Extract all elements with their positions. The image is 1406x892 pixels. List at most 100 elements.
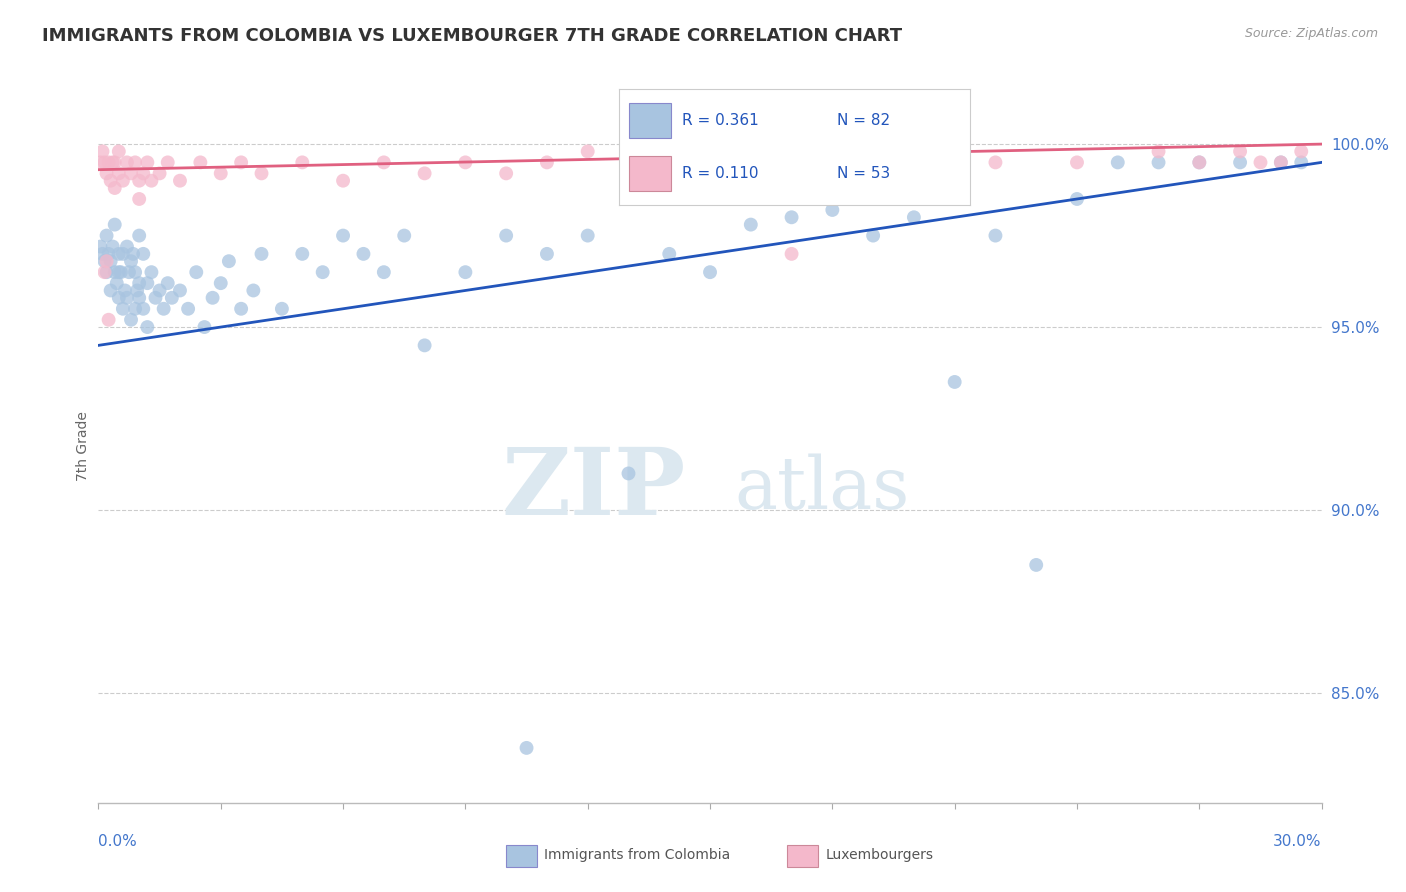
Point — [699, 155, 721, 169]
Point — [108, 145, 131, 159]
Point — [1147, 155, 1170, 169]
Point — [91, 145, 114, 159]
Point — [115, 291, 138, 305]
Point — [156, 276, 179, 290]
Point — [152, 301, 174, 316]
Text: Luxembourgers: Luxembourgers — [825, 848, 934, 863]
Point — [149, 166, 172, 180]
Point — [576, 228, 599, 243]
Point — [392, 228, 416, 243]
Point — [108, 291, 131, 305]
Point — [97, 312, 120, 326]
Point — [740, 155, 762, 169]
Point — [1025, 558, 1047, 572]
Point — [128, 228, 150, 243]
Point — [177, 301, 200, 316]
Point — [93, 155, 115, 169]
Point — [93, 254, 115, 268]
Point — [413, 338, 436, 352]
Point — [1249, 155, 1271, 169]
Point — [332, 174, 354, 188]
Point — [658, 247, 681, 261]
Text: Immigrants from Colombia: Immigrants from Colombia — [544, 848, 730, 863]
Point — [699, 265, 721, 279]
Point — [231, 301, 253, 316]
Point — [114, 284, 136, 298]
Point — [332, 228, 354, 243]
Point — [118, 265, 141, 279]
Point — [108, 247, 131, 261]
Point — [352, 247, 374, 261]
Point — [821, 202, 844, 217]
Point — [536, 247, 558, 261]
Point — [89, 239, 111, 253]
Text: 0.0%: 0.0% — [98, 834, 138, 849]
Point — [89, 155, 111, 169]
Point — [115, 239, 138, 253]
Point — [780, 247, 803, 261]
Point — [250, 247, 273, 261]
Text: N = 82: N = 82 — [837, 113, 890, 128]
Point — [454, 155, 477, 169]
Point — [658, 166, 681, 180]
Y-axis label: 7th Grade: 7th Grade — [76, 411, 90, 481]
Point — [100, 174, 122, 188]
Point — [740, 218, 762, 232]
Point — [188, 155, 212, 169]
Point — [984, 155, 1007, 169]
Point — [516, 740, 538, 755]
Point — [1270, 155, 1292, 169]
Point — [141, 265, 163, 279]
Point — [136, 320, 159, 334]
Point — [149, 284, 172, 298]
Point — [136, 155, 159, 169]
Text: R = 0.110: R = 0.110 — [682, 166, 758, 181]
Point — [96, 265, 118, 279]
Point — [104, 218, 127, 232]
Point — [270, 301, 294, 316]
Point — [201, 291, 224, 305]
Point — [104, 155, 127, 169]
Point — [1107, 155, 1129, 169]
Point — [145, 291, 167, 305]
Point — [1066, 192, 1088, 206]
Point — [96, 254, 118, 268]
Point — [373, 155, 395, 169]
Point — [122, 247, 145, 261]
Point — [104, 265, 127, 279]
Point — [536, 155, 558, 169]
Point — [1270, 155, 1292, 169]
Text: R = 0.361: R = 0.361 — [682, 113, 759, 128]
Point — [124, 265, 146, 279]
Point — [128, 174, 150, 188]
Point — [169, 174, 191, 188]
Text: 30.0%: 30.0% — [1274, 834, 1322, 849]
Point — [454, 265, 477, 279]
Point — [101, 155, 124, 169]
Text: ZIP: ZIP — [502, 444, 686, 533]
Point — [218, 254, 240, 268]
Point — [903, 166, 925, 180]
Point — [209, 166, 232, 180]
Point — [96, 166, 118, 180]
Point — [132, 301, 155, 316]
Point — [903, 211, 925, 225]
Point — [108, 166, 131, 180]
Point — [495, 166, 517, 180]
Point — [373, 265, 395, 279]
Point — [312, 265, 335, 279]
Point — [111, 301, 134, 316]
Point — [91, 247, 114, 261]
Point — [96, 228, 118, 243]
Point — [97, 155, 120, 169]
Point — [1188, 155, 1211, 169]
Text: N = 53: N = 53 — [837, 166, 890, 181]
Point — [1229, 155, 1251, 169]
Point — [136, 276, 159, 290]
FancyBboxPatch shape — [630, 103, 672, 138]
Text: atlas: atlas — [734, 453, 910, 524]
Point — [780, 211, 803, 225]
Point — [821, 155, 844, 169]
Point — [291, 247, 314, 261]
Point — [132, 166, 155, 180]
